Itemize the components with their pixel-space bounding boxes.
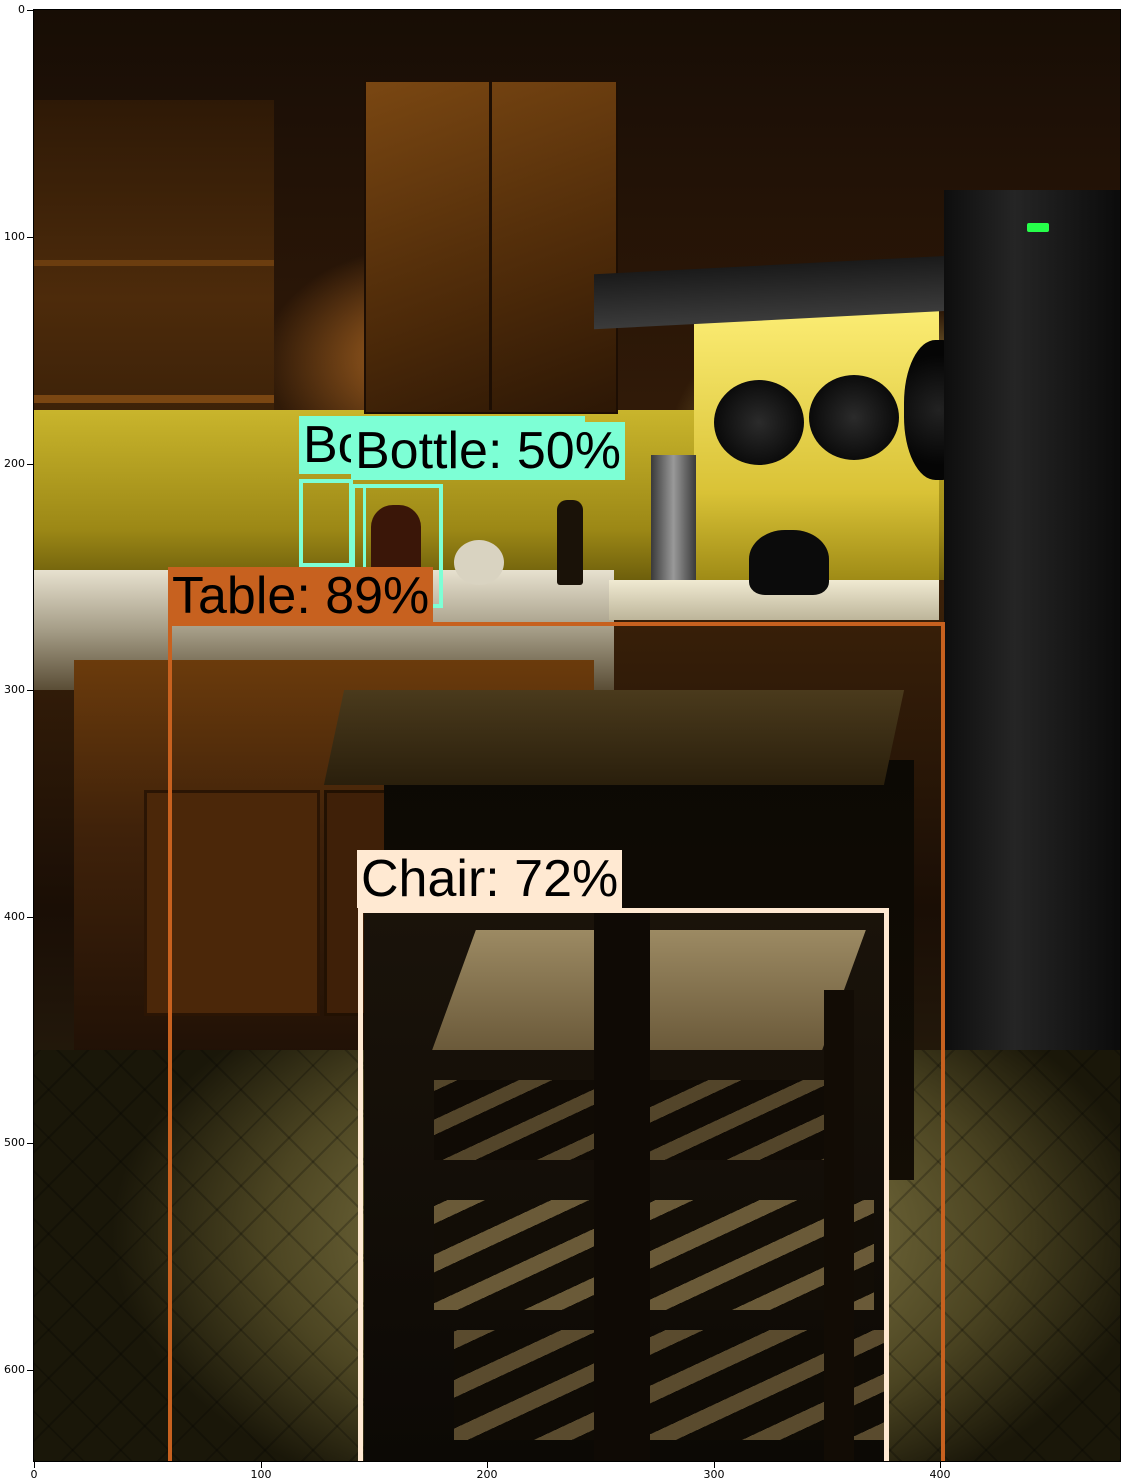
y-tick xyxy=(27,917,33,918)
detection-box-chair xyxy=(358,908,889,1461)
y-tick-label: 100 xyxy=(4,230,25,243)
appliance-display xyxy=(1027,223,1049,232)
x-tick-label: 100 xyxy=(250,1468,272,1481)
y-tick-label: 500 xyxy=(4,1136,25,1149)
cart-slats xyxy=(434,1200,874,1310)
x-tick xyxy=(940,1462,941,1468)
detection-label-chair: Chair: 72% xyxy=(357,850,623,908)
cabinet-door-divider xyxy=(489,80,492,410)
x-tick xyxy=(714,1462,715,1468)
detection-label-table: Table: 89% xyxy=(168,567,434,625)
y-tick-label: 300 xyxy=(4,683,25,696)
y-tick-label: 200 xyxy=(4,457,25,470)
detection-label-bottle: Bottle: 50% xyxy=(351,422,625,480)
bottle xyxy=(371,505,421,575)
y-tick xyxy=(27,1370,33,1371)
y-tick xyxy=(27,10,33,11)
x-tick xyxy=(487,1462,488,1468)
shelf-board xyxy=(34,260,274,266)
y-tick-label: 0 xyxy=(18,3,25,16)
kitchen-photo: Bo Bottle: 50% Table: 89% Chair: 72% xyxy=(34,10,1121,1461)
y-tick xyxy=(27,464,33,465)
teapot xyxy=(454,540,504,585)
wine-bottle xyxy=(557,500,583,585)
cart-post xyxy=(594,910,650,1461)
x-tick xyxy=(261,1462,262,1468)
x-tick-label: 200 xyxy=(476,1468,498,1481)
y-tick-label: 600 xyxy=(4,1363,25,1376)
y-tick-label: 400 xyxy=(4,910,25,923)
y-tick xyxy=(27,1143,33,1144)
hanging-pan xyxy=(809,375,899,460)
cart-slats xyxy=(454,1330,884,1440)
refrigerator xyxy=(944,190,1121,1090)
utensil-holder xyxy=(651,455,696,580)
cart-leg xyxy=(824,990,854,1461)
hanging-pan xyxy=(714,380,804,465)
cabinet-door xyxy=(144,790,320,1016)
detection-box-table xyxy=(168,622,945,1461)
x-tick-label: 300 xyxy=(703,1468,725,1481)
shelf-board xyxy=(34,395,274,403)
x-tick-label: 0 xyxy=(30,1468,38,1481)
x-tick xyxy=(34,1462,35,1468)
x-tick-label: 400 xyxy=(929,1468,951,1481)
y-tick xyxy=(27,237,33,238)
detection-box-bottle xyxy=(299,479,353,567)
kettle xyxy=(749,530,829,595)
y-tick xyxy=(27,690,33,691)
